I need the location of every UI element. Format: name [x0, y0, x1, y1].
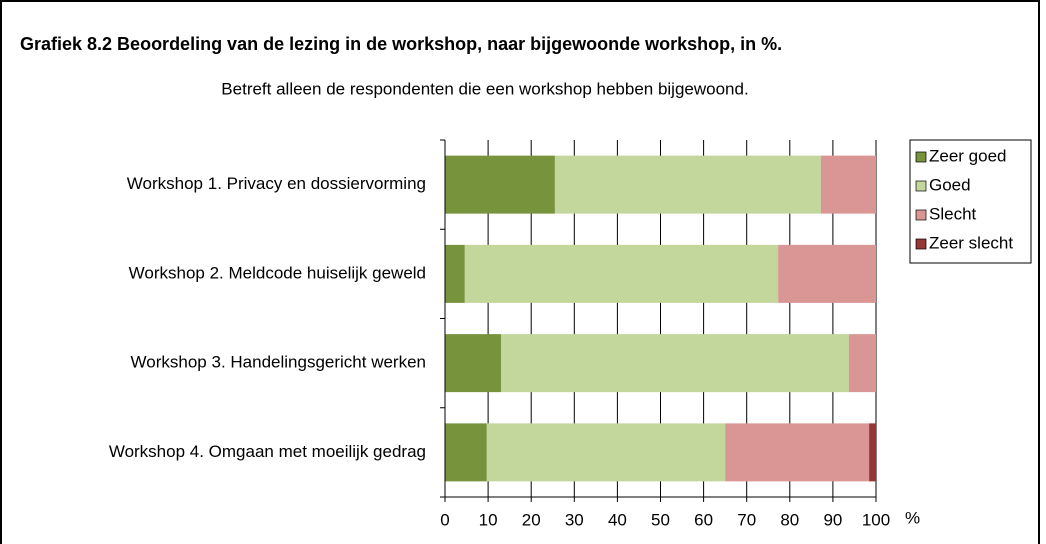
bar-segment — [848, 334, 876, 393]
bar-segment — [445, 155, 555, 214]
bar-segment — [445, 423, 487, 482]
bar-segment — [464, 244, 779, 303]
x-tick-label: 60 — [694, 510, 713, 529]
x-tick-label: 20 — [522, 510, 541, 529]
bar-segment — [778, 244, 876, 303]
legend-swatch — [915, 180, 927, 192]
x-tick-label: 10 — [479, 510, 498, 529]
x-tick-label: 80 — [780, 510, 799, 529]
x-axis-label: % — [905, 508, 920, 527]
y-tick-label: Workshop 4. Omgaan met moeilijk gedrag — [109, 442, 426, 461]
legend-label: Slecht — [929, 204, 977, 223]
bar-segment — [445, 244, 465, 303]
y-tick-label: Workshop 1. Privacy en dossiervorming — [127, 174, 426, 193]
legend-swatch — [915, 151, 927, 163]
y-tick-label: Workshop 2. Meldcode huiselijk geweld — [129, 263, 426, 282]
bar-segment — [501, 334, 849, 393]
x-tick-label: 50 — [651, 510, 670, 529]
legend-swatch — [915, 238, 927, 250]
legend-label: Zeer slecht — [929, 233, 1013, 252]
bar-segment — [445, 334, 502, 393]
legend-label: Zeer goed — [929, 146, 1007, 165]
bar-segment — [486, 423, 726, 482]
legend-box — [909, 139, 1032, 264]
x-tick-label: 30 — [565, 510, 584, 529]
bar-segment — [725, 423, 870, 482]
bar-segment — [869, 423, 876, 482]
legend-label: Goed — [929, 175, 971, 194]
bar-segment — [820, 155, 876, 214]
y-tick-label: Workshop 3. Handelingsgericht werken — [131, 353, 426, 372]
x-tick-label: 100 — [862, 510, 890, 529]
x-tick-label: 90 — [823, 510, 842, 529]
x-tick-label: 0 — [440, 510, 449, 529]
x-tick-label: 40 — [608, 510, 627, 529]
chart-subtitle: Betreft alleen de respondenten die een w… — [221, 79, 748, 98]
chart-title: Grafiek 8.2 Beoordeling van de lezing in… — [20, 34, 782, 54]
x-tick-label: 70 — [737, 510, 756, 529]
legend-swatch — [915, 209, 927, 221]
bar-segment — [554, 155, 821, 214]
